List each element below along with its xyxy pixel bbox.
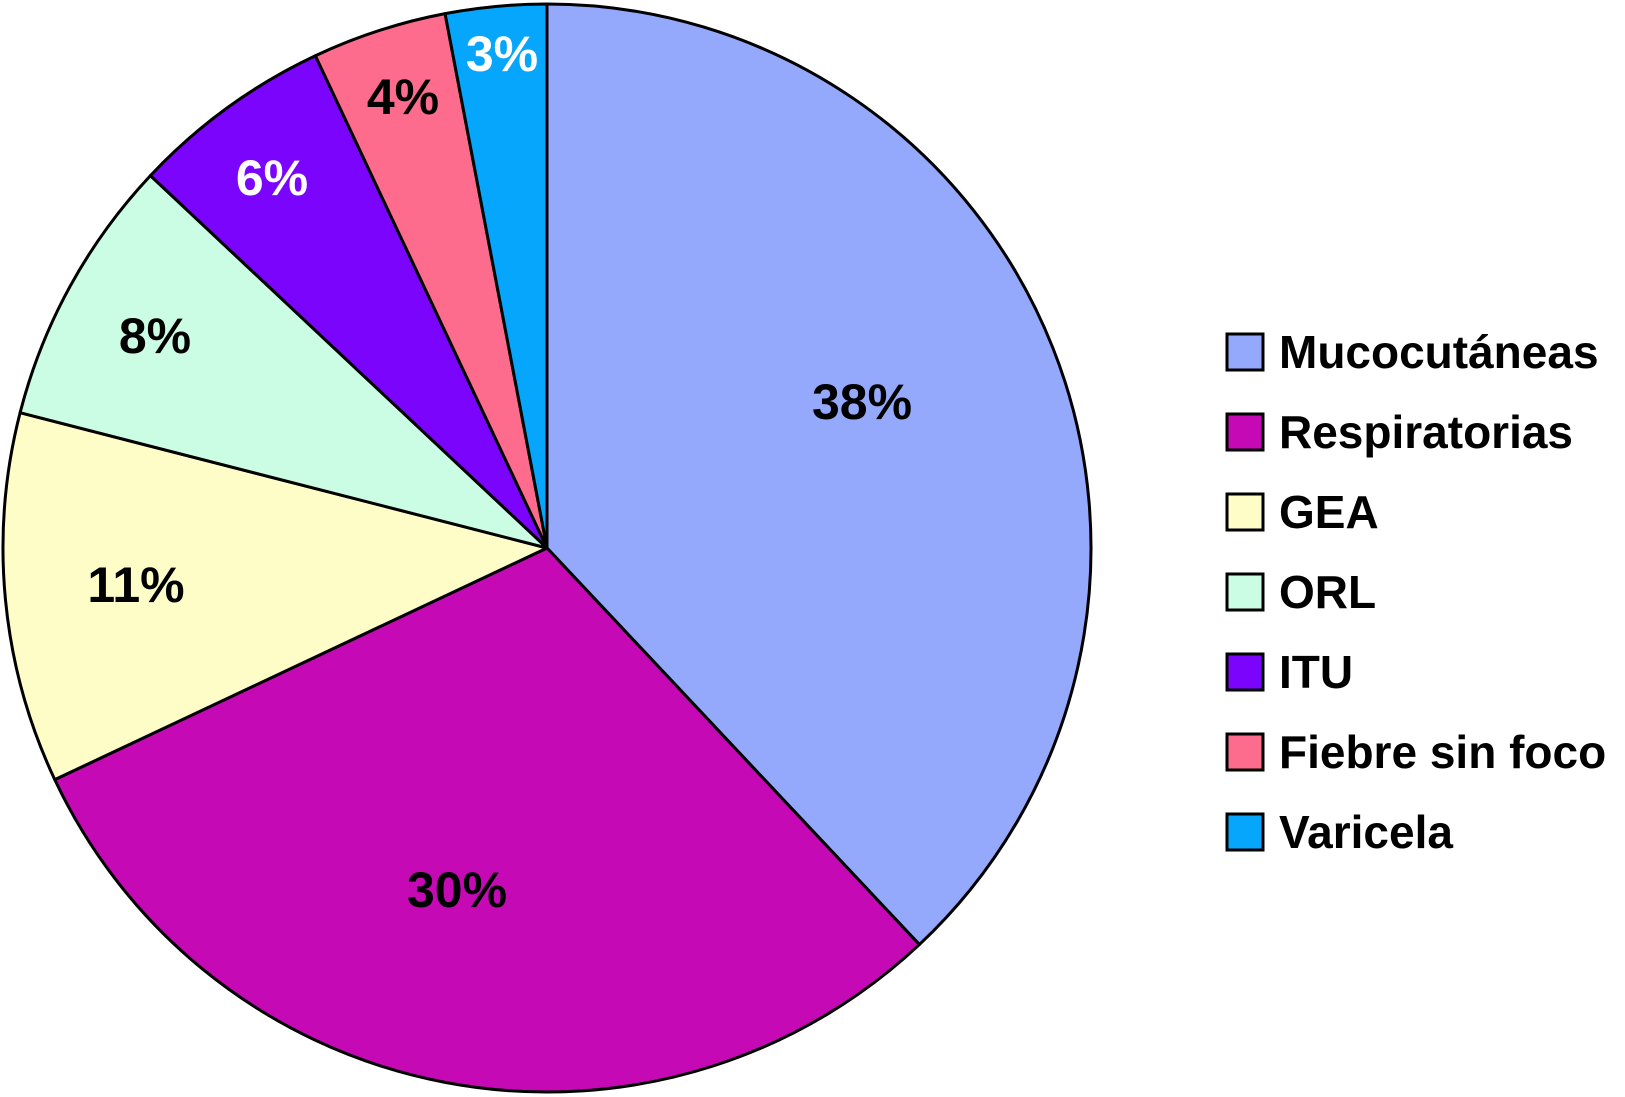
slice-label-itu: 6% bbox=[236, 150, 308, 206]
legend-swatch-gea bbox=[1225, 492, 1265, 532]
legend-label-respiratorias: Respiratorias bbox=[1279, 406, 1573, 458]
pie-slice-gea bbox=[1, 411, 549, 782]
slice-label-gea: 11% bbox=[87, 557, 184, 613]
legend-swatch-mucocutaneas bbox=[1225, 332, 1265, 372]
legend-label-mucocutaneas: Mucocutáneas bbox=[1279, 326, 1599, 378]
legend: Mucocutáneas Respiratorias GEA ORL ITU Fiebre… bbox=[1225, 326, 1606, 858]
legend-label-varicela: Varicela bbox=[1279, 806, 1453, 858]
slice-label-orl: 8% bbox=[119, 308, 191, 364]
legend-label-fiebre-sin-foco: Fiebre sin foco bbox=[1279, 726, 1606, 778]
legend-label-orl: ORL bbox=[1279, 566, 1376, 618]
legend-swatch-fiebre-sin-foco bbox=[1225, 732, 1265, 772]
pie-slice-itu bbox=[148, 54, 549, 550]
pie-slice-mucocutaneas bbox=[545, 2, 1093, 947]
slice-label-mucocutaneas: 38% bbox=[812, 374, 912, 430]
legend-swatch-respiratorias bbox=[1225, 412, 1265, 452]
pie-slice-orl bbox=[18, 174, 549, 550]
legend-label-itu: ITU bbox=[1279, 646, 1353, 698]
slice-label-respiratorias: 30% bbox=[407, 862, 507, 918]
legend-swatch-varicela bbox=[1225, 812, 1265, 852]
pie-slice-varicela bbox=[443, 2, 549, 550]
slice-label-varicela: 3% bbox=[466, 26, 538, 82]
pie-slice-respiratorias bbox=[53, 546, 921, 1094]
legend-label-gea: GEA bbox=[1279, 486, 1379, 538]
pie-slices bbox=[1, 2, 1093, 1094]
slice-label-fiebre-sin-foco: 4% bbox=[367, 69, 439, 125]
pie-slice-labels: 38% 30% 11% 8% 6% 4% 3% bbox=[87, 26, 912, 918]
legend-swatch-itu bbox=[1225, 652, 1265, 692]
legend-swatch-orl bbox=[1225, 572, 1265, 612]
